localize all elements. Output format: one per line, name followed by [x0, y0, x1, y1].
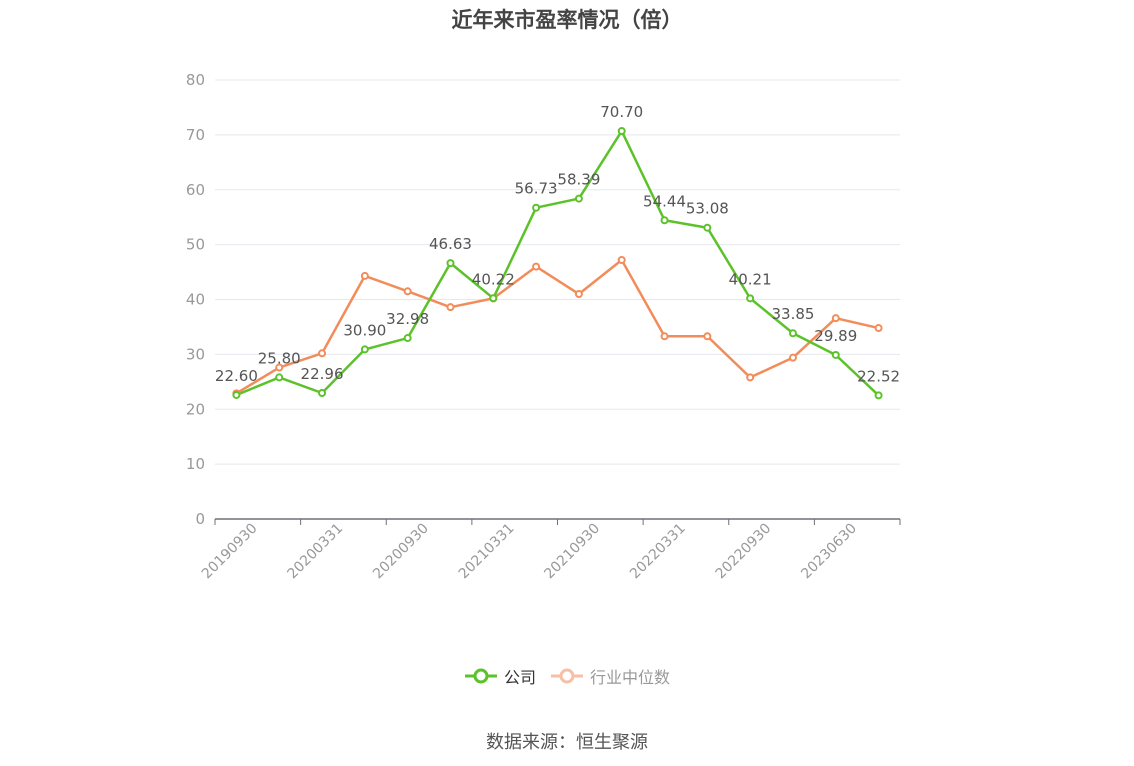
x-tick-label: 20210331 [456, 521, 518, 583]
legend-industry-label: 行业中位数 [590, 668, 671, 687]
data-label: 54.44 [643, 192, 686, 210]
series-1-point [318, 349, 327, 358]
chart-title: 近年来市盈率情况（倍） [451, 8, 683, 32]
chart-legend: 公司 行业中位数 [0, 664, 1134, 688]
series-1-point [660, 332, 669, 341]
legend-company-label: 公司 [503, 668, 536, 687]
y-tick-label: 30 [186, 345, 205, 363]
data-label: 40.21 [729, 270, 772, 288]
series-1-point [532, 262, 541, 271]
series-0-point [574, 194, 583, 203]
data-label: 40.22 [472, 270, 515, 288]
data-label: 22.52 [857, 367, 900, 385]
series-0-point [532, 203, 541, 212]
x-tick-label: 20210930 [541, 521, 603, 583]
data-label: 22.60 [215, 367, 258, 385]
legend-item-industry-median[interactable]: 行业中位数 [550, 664, 670, 688]
x-tick-label: 20200331 [285, 521, 347, 583]
series-0-point [318, 389, 327, 398]
data-label: 58.39 [557, 171, 600, 189]
series-1-point [831, 314, 840, 323]
data-label: 56.73 [515, 180, 558, 198]
series-1-point [446, 303, 455, 312]
series-0-point [275, 373, 284, 382]
pe-line-chart: 0 10 20 30 40 50 60 70 80 20190930 20200331 2020093… [186, 71, 901, 583]
x-tick-label: 20230630 [798, 521, 860, 583]
series-1-point [403, 287, 412, 296]
series-0-point [360, 345, 369, 354]
x-tick-label: 20200930 [370, 521, 432, 583]
series-0-point [489, 294, 498, 303]
y-tick-label: 70 [186, 126, 205, 144]
series-0-point [232, 390, 241, 399]
series-0-point [831, 350, 840, 359]
series-1-point [617, 255, 626, 264]
series-1-point [788, 353, 797, 362]
y-tick-label: 20 [186, 400, 205, 418]
series-0-point [788, 329, 797, 338]
y-tick-label: 50 [186, 236, 205, 254]
legend-item-company[interactable]: 公司 [464, 664, 536, 688]
data-label: 70.70 [600, 103, 643, 121]
series-0-point [874, 391, 883, 400]
data-label: 32.98 [386, 310, 429, 328]
data-label: 25.80 [258, 349, 301, 367]
x-tick-label: 20220930 [713, 521, 775, 583]
series-1-point [275, 363, 284, 372]
data-source-note: 数据来源：恒生聚源 [486, 732, 648, 753]
series-1-point [746, 373, 755, 382]
legend-industry-swatch-icon [551, 668, 583, 684]
data-label: 29.89 [814, 327, 857, 345]
series-line-0 [235, 129, 880, 397]
series-0-point [746, 294, 755, 303]
series-0-point [703, 223, 712, 232]
x-tick-label: 20220331 [627, 521, 689, 583]
data-label: 30.90 [343, 321, 386, 339]
legend-company-swatch-icon [464, 668, 497, 684]
x-tick-label: 20190930 [199, 521, 261, 583]
y-tick-label: 60 [186, 181, 205, 199]
y-tick-label: 0 [195, 510, 205, 528]
data-label: 22.96 [301, 365, 344, 383]
series-0-point [403, 334, 412, 343]
y-tick-label: 40 [186, 291, 205, 309]
y-tick-label: 10 [186, 455, 205, 473]
series-0-point [446, 259, 455, 268]
series-1-point [874, 324, 883, 333]
series-1-point [574, 290, 583, 299]
data-label: 53.08 [686, 200, 729, 218]
y-tick-label: 80 [186, 71, 205, 89]
data-label: 46.63 [429, 235, 472, 253]
series-line-1 [235, 258, 879, 395]
series-0-point [660, 216, 669, 225]
series-0-point [617, 127, 626, 136]
series-1-point [360, 271, 369, 280]
series-1-point [703, 332, 712, 341]
data-label: 33.85 [771, 305, 814, 323]
